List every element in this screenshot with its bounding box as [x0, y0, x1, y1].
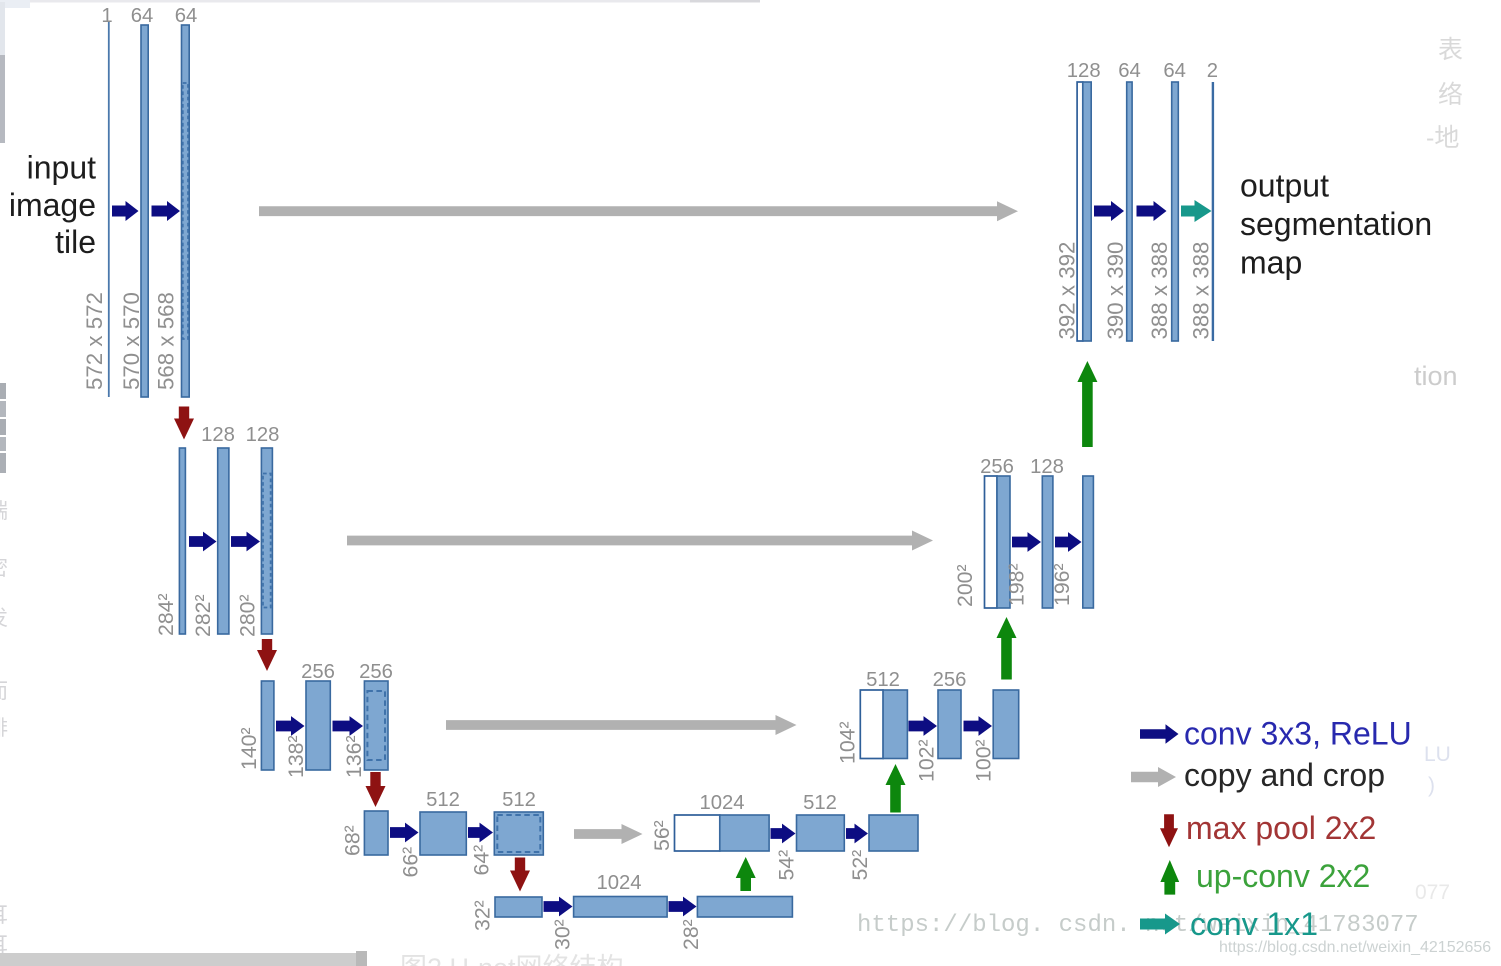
svg-text:conv 3x3, ReLU: conv 3x3, ReLU	[1184, 716, 1412, 752]
svg-text:512: 512	[502, 789, 536, 811]
svg-text:络: 络	[1438, 81, 1463, 109]
svg-text:138²: 138²	[284, 735, 308, 778]
svg-text:表: 表	[1438, 36, 1463, 64]
svg-text:077: 077	[1415, 881, 1450, 904]
svg-text:tion: tion	[1414, 361, 1458, 391]
svg-text:284²: 284²	[154, 593, 178, 636]
svg-text:198²: 198²	[1005, 563, 1029, 606]
svg-text:196²: 196²	[1050, 563, 1074, 606]
svg-text:output: output	[1240, 168, 1329, 204]
svg-text:端: 端	[0, 500, 8, 523]
svg-text:54²: 54²	[775, 850, 799, 881]
svg-text:128: 128	[246, 424, 280, 446]
svg-text:1: 1	[101, 5, 112, 27]
svg-text:104²: 104²	[836, 721, 860, 764]
svg-text:-地: -地	[1426, 124, 1459, 152]
svg-text:图2 U-net网络结构: 图2 U-net网络结构	[400, 953, 624, 966]
svg-text:128: 128	[1030, 456, 1064, 478]
svg-text:input: input	[27, 150, 97, 186]
svg-text:): )	[1428, 774, 1435, 797]
svg-text:66²: 66²	[399, 847, 423, 878]
svg-text:568 x 568: 568 x 568	[154, 292, 179, 390]
svg-text:up-conv 2x2: up-conv 2x2	[1196, 858, 1370, 894]
svg-text:128: 128	[1067, 60, 1101, 82]
svg-text:1024: 1024	[699, 792, 744, 814]
svg-text:耳: 耳	[0, 904, 8, 927]
svg-text:388 x 388: 388 x 388	[1189, 242, 1214, 340]
svg-text:572 x 572: 572 x 572	[82, 292, 107, 390]
svg-text:30²: 30²	[551, 919, 575, 950]
svg-text:map: map	[1240, 245, 1302, 281]
svg-text:64: 64	[1118, 60, 1141, 82]
svg-text:388 x 388: 388 x 388	[1147, 242, 1172, 340]
svg-text:https://blog. csdn. net/weixin: https://blog. csdn. net/weixin_41783077	[857, 912, 1419, 939]
svg-text:570 x 570: 570 x 570	[119, 292, 144, 390]
svg-text:392 x 392: 392 x 392	[1055, 242, 1080, 340]
svg-text:1024: 1024	[596, 872, 641, 894]
svg-text:segmentation: segmentation	[1240, 206, 1432, 242]
svg-text:256: 256	[933, 669, 967, 691]
svg-text:140²: 140²	[237, 727, 261, 770]
svg-text:64: 64	[175, 5, 198, 27]
svg-text:https://blog.csdn.net/weixin_4: https://blog.csdn.net/weixin_42152656	[1219, 939, 1491, 956]
svg-text:100²: 100²	[972, 739, 996, 782]
svg-text:390 x 390: 390 x 390	[1103, 242, 1128, 340]
svg-text:512: 512	[803, 792, 837, 814]
svg-text:64: 64	[131, 5, 154, 27]
svg-text:conv 1x1: conv 1x1	[1190, 906, 1318, 942]
svg-text:256: 256	[359, 661, 393, 683]
svg-text:128: 128	[201, 424, 235, 446]
svg-text:tile: tile	[55, 224, 96, 260]
svg-text:耳: 耳	[0, 934, 8, 957]
svg-text:68²: 68²	[341, 825, 365, 856]
svg-text:282²: 282²	[191, 594, 215, 637]
svg-text:64: 64	[1163, 60, 1186, 82]
svg-text:56²: 56²	[650, 820, 674, 851]
svg-text:512: 512	[866, 669, 900, 691]
svg-text:256: 256	[301, 661, 335, 683]
svg-text:LU: LU	[1424, 743, 1451, 766]
svg-text:256: 256	[980, 456, 1014, 478]
svg-text:64²: 64²	[470, 845, 494, 876]
svg-text:136²: 136²	[342, 735, 366, 778]
svg-text:而: 而	[0, 680, 8, 703]
svg-text:32²: 32²	[471, 900, 495, 931]
svg-text:102²: 102²	[915, 739, 939, 782]
svg-text:2: 2	[1207, 60, 1218, 82]
svg-text:28²: 28²	[679, 919, 703, 950]
svg-text:max pool 2x2: max pool 2x2	[1186, 810, 1376, 846]
svg-text:密: 密	[0, 557, 8, 580]
svg-text:排: 排	[0, 717, 8, 740]
svg-text:发: 发	[0, 607, 8, 630]
svg-text:200²: 200²	[953, 564, 977, 607]
svg-text:image: image	[9, 187, 96, 223]
svg-text:52²: 52²	[848, 850, 872, 881]
svg-text:copy and crop: copy and crop	[1184, 757, 1385, 793]
svg-text:280²: 280²	[236, 594, 260, 637]
svg-text:512: 512	[426, 789, 460, 811]
